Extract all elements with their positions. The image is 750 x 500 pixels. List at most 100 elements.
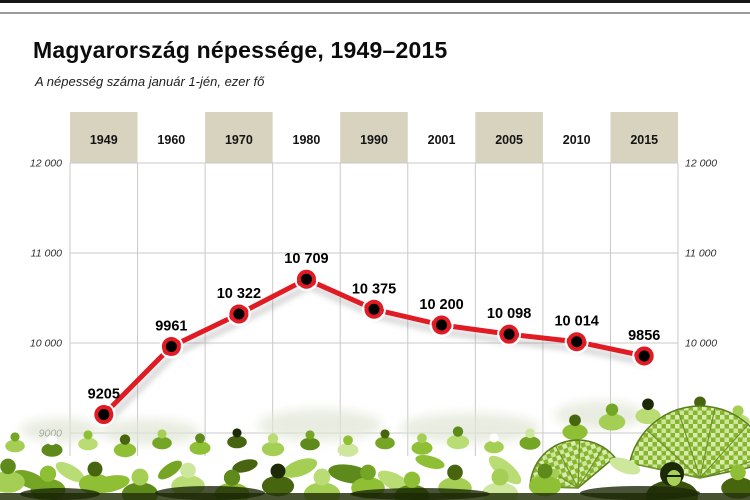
crowd-person-head — [642, 398, 654, 411]
data-point-1980 — [300, 273, 312, 285]
crowd-person-head — [417, 433, 427, 444]
crowd-person-head — [730, 464, 746, 481]
crowd-person-head — [10, 432, 20, 442]
crowd-person-head — [0, 458, 16, 475]
crowd-foliage — [415, 455, 445, 469]
crowd-person-head — [180, 462, 196, 479]
crowd-person-head — [157, 429, 167, 439]
crowd-person-head — [380, 429, 390, 439]
marker-halo — [91, 402, 116, 427]
crowd-person-body — [0, 471, 25, 493]
crowd-bottom-blob — [350, 488, 490, 500]
crowd-person-body — [519, 436, 541, 450]
value-label-1949: 9205 — [88, 387, 120, 403]
crowd-person-body — [261, 441, 285, 457]
crowd-bottom-blob — [20, 488, 100, 500]
crowd-person-head — [47, 435, 57, 446]
crowd-person-body — [261, 475, 295, 497]
crowd-person-head — [270, 463, 286, 479]
marker-halo — [632, 343, 657, 368]
crowd-person-head — [569, 414, 581, 427]
crowd-person-body — [528, 475, 562, 497]
crowd-person-body — [375, 436, 395, 450]
crowd-person-head — [537, 463, 553, 479]
crowd-person-body — [446, 434, 470, 450]
year-band-2015 — [610, 112, 678, 163]
chart-title: Magyarország népessége, 1949–2015 — [33, 37, 448, 63]
crowd-person-head — [131, 468, 149, 486]
marker-halo — [497, 322, 522, 347]
crowd-person-head — [605, 403, 619, 416]
crowd-person-head — [119, 434, 131, 445]
ytick-label-right: 11 000 — [685, 248, 716, 260]
crowd-photo — [0, 396, 750, 500]
crowd-person-body — [152, 436, 172, 450]
crowd-person-head — [195, 433, 205, 444]
value-label-2015: 9856 — [628, 328, 660, 344]
value-label-2010: 10 014 — [554, 314, 598, 330]
crowd-person-head — [525, 428, 535, 439]
data-point-2001 — [436, 319, 448, 331]
crowd-person-head — [313, 468, 331, 486]
crowd-haze — [400, 413, 540, 443]
umbrella-rib — [577, 446, 604, 489]
umbrella-rib — [646, 429, 701, 479]
marker-halo — [159, 334, 184, 359]
crowd-umbrella — [628, 405, 750, 479]
marker-halo — [362, 297, 386, 322]
crowd-person-head — [732, 405, 744, 417]
umbrella-rib — [577, 440, 581, 489]
ytick-label-right: 10 000 — [685, 338, 717, 350]
crowd-foliage — [232, 459, 258, 473]
crowd-person-body — [78, 473, 112, 495]
crowd-person-body — [411, 441, 433, 455]
crowd-man-face — [667, 470, 681, 486]
crowd-person-body — [5, 439, 25, 453]
year-label-1960: 1960 — [157, 133, 185, 147]
crowd-person-head — [232, 428, 242, 438]
data-point-1990 — [368, 303, 380, 315]
crowd-person-head — [489, 433, 499, 443]
crowd-person-head — [267, 433, 279, 444]
crowd-foliage — [609, 457, 641, 475]
year-label-1980: 1980 — [293, 133, 321, 147]
year-label-1970: 1970 — [225, 133, 253, 147]
year-band-1970 — [205, 112, 273, 163]
ytick-label-left: 10 000 — [30, 338, 62, 350]
crowd-person-body — [598, 413, 626, 431]
data-point-2005 — [503, 328, 515, 340]
year-label-2010: 2010 — [563, 133, 591, 147]
crowd-bottom-blob — [580, 486, 700, 500]
chart-subtitle: A népesség száma január 1-jén, ezer fő — [35, 74, 265, 89]
crowd-foliage — [488, 455, 522, 485]
crowd-person-head — [694, 396, 706, 409]
umbrella-canopy — [628, 405, 750, 479]
crowd-person-body — [484, 440, 504, 454]
data-point-1970 — [233, 308, 245, 320]
umbrella-rib — [699, 424, 749, 479]
marker-halo — [294, 267, 319, 292]
year-band-1990 — [340, 112, 408, 163]
marker-halo — [226, 302, 251, 327]
umbrella-rib — [554, 445, 579, 489]
crowd-person-head — [305, 430, 315, 440]
crowd-person-body — [337, 443, 359, 457]
marker-halo — [429, 313, 454, 337]
umbrella-rib — [677, 409, 701, 479]
crowd-person-head — [491, 468, 509, 486]
year-label-1949: 1949 — [90, 133, 118, 147]
year-band-2005 — [475, 112, 543, 163]
crowd-foliage — [158, 460, 182, 480]
value-label-1990: 10 375 — [352, 281, 396, 297]
year-label-1990: 1990 — [360, 133, 388, 147]
year-label-2005: 2005 — [495, 133, 523, 147]
crowd-person-head — [403, 471, 421, 488]
value-label-2005: 10 098 — [487, 306, 531, 322]
top-black-rule — [0, 0, 750, 3]
crowd-haze — [20, 418, 100, 442]
crowd-person-body — [189, 441, 211, 455]
crowd-person-body — [227, 435, 247, 449]
